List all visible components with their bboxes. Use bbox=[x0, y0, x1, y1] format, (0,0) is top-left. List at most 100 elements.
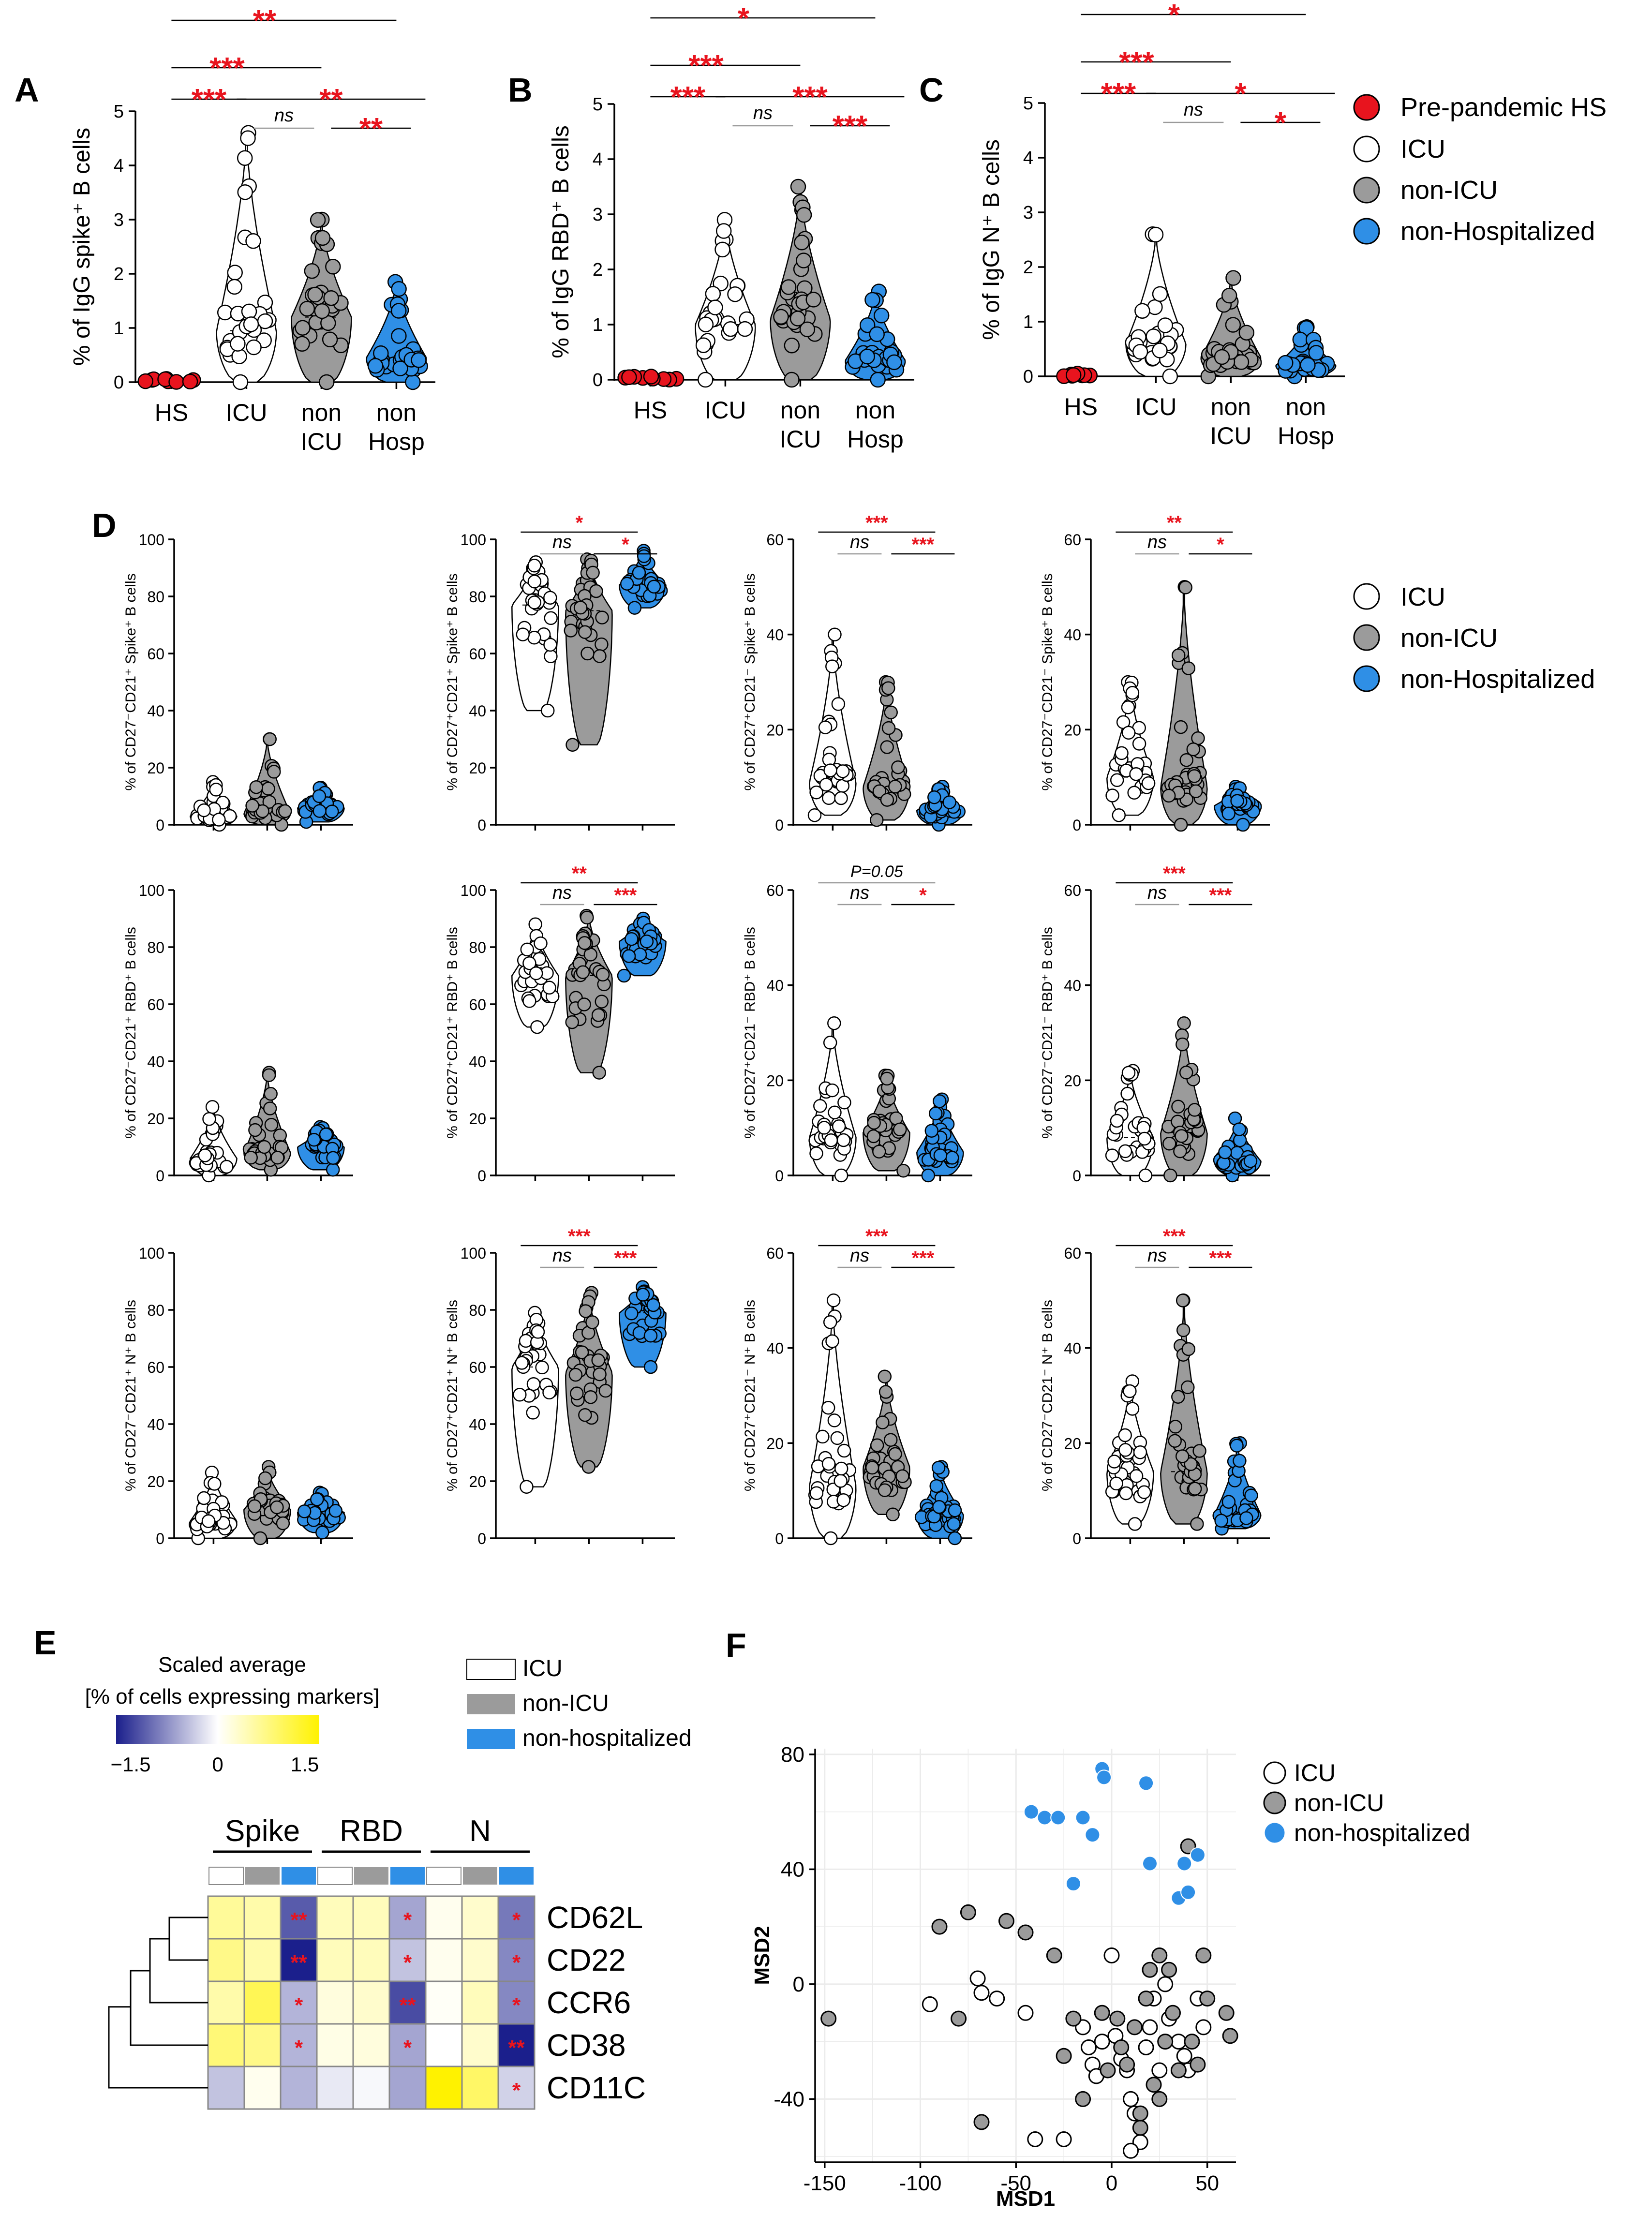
data-point bbox=[325, 804, 339, 818]
data-point bbox=[1162, 1136, 1176, 1151]
y-tick-label: 3 bbox=[593, 205, 603, 225]
heatmap-cell bbox=[316, 1980, 354, 2025]
colorbar-max-label: 1.5 bbox=[291, 1753, 319, 1776]
data-point bbox=[1133, 1445, 1147, 1459]
y-tick-label: 5 bbox=[593, 94, 603, 115]
y-tick-label: 60 bbox=[469, 1359, 486, 1376]
data-point bbox=[578, 936, 592, 950]
column-annotation bbox=[499, 1867, 534, 1885]
data-point bbox=[929, 1479, 943, 1493]
data-point bbox=[872, 784, 887, 799]
y-axis-label: % of IgG spike⁺ B cells bbox=[69, 128, 95, 366]
data-point bbox=[947, 1517, 961, 1531]
data-point bbox=[263, 1101, 277, 1115]
data-point bbox=[580, 646, 595, 661]
data-point bbox=[1214, 349, 1230, 365]
significance-label: *** bbox=[865, 1226, 888, 1247]
heatmap-cell bbox=[280, 2023, 318, 2067]
y-tick-label: 0 bbox=[775, 1167, 784, 1185]
y-tick-label: 60 bbox=[147, 996, 164, 1013]
data-point bbox=[1127, 786, 1141, 800]
data-point bbox=[248, 1123, 262, 1137]
legend-nonicu-marker bbox=[1353, 177, 1380, 204]
data-point bbox=[593, 1367, 607, 1382]
heatmap-cell bbox=[352, 1895, 390, 1940]
data-point bbox=[1118, 1443, 1132, 1457]
data-point bbox=[390, 303, 407, 319]
data-point bbox=[182, 373, 198, 390]
data-point bbox=[544, 649, 558, 664]
colorbar-title-line2: [% of cells expressing markers] bbox=[85, 1685, 380, 1709]
data-point bbox=[519, 1334, 533, 1348]
data-point bbox=[264, 1117, 279, 1132]
data-point bbox=[1171, 1100, 1185, 1114]
significance-label: ns bbox=[552, 532, 572, 552]
panel-D5: 0 20 40 60 80 100 % of CD27⁻CD21⁺ RBD⁺ B cells bbox=[123, 882, 353, 1185]
data-point bbox=[891, 760, 905, 774]
y-tick-label: 4 bbox=[593, 149, 603, 170]
y-tick-label: 20 bbox=[766, 1072, 784, 1089]
data-point bbox=[883, 1433, 898, 1447]
data-point bbox=[633, 947, 647, 962]
data-point bbox=[528, 917, 542, 932]
scatter-point bbox=[1109, 2010, 1126, 2027]
data-point bbox=[589, 584, 603, 598]
scatter-point bbox=[1081, 2039, 1097, 2055]
y-tick-label: 40 bbox=[781, 1857, 804, 1881]
legend-icu-label: ICU bbox=[1400, 134, 1445, 163]
data-point bbox=[1175, 1129, 1189, 1143]
legend-mid: ICU non-ICU non-Hospitalized bbox=[1353, 582, 1595, 694]
significance-label: * bbox=[1217, 534, 1224, 555]
significance-label: P=0.05 bbox=[850, 862, 903, 881]
heatmap-legend-label: non-hospitalized bbox=[522, 1725, 692, 1751]
column-annotation bbox=[208, 1867, 244, 1885]
data-point bbox=[643, 369, 659, 385]
heatmap-cell bbox=[461, 2065, 499, 2110]
y-tick-label: 20 bbox=[147, 759, 164, 777]
scatter-point bbox=[1222, 2028, 1238, 2044]
y-tick-label: 40 bbox=[766, 977, 784, 995]
scatter-point bbox=[973, 1985, 990, 2001]
data-point bbox=[1181, 661, 1196, 675]
data-point bbox=[137, 373, 153, 389]
data-point bbox=[1121, 726, 1136, 740]
data-point bbox=[1065, 367, 1082, 383]
data-point bbox=[809, 785, 823, 800]
y-tick-label: 60 bbox=[147, 645, 164, 663]
data-point bbox=[230, 336, 246, 352]
data-point bbox=[826, 1293, 841, 1308]
significance-label: *** bbox=[614, 1248, 637, 1269]
legend-mid-nonicu-marker bbox=[1353, 624, 1380, 651]
y-tick-label: 20 bbox=[147, 1110, 164, 1128]
heatmap-star: ** bbox=[290, 1951, 307, 1975]
data-point bbox=[391, 328, 407, 344]
colorbar-mid-label: 0 bbox=[212, 1753, 223, 1776]
data-point bbox=[568, 1367, 583, 1382]
data-point bbox=[247, 1499, 262, 1514]
data-point bbox=[837, 1443, 851, 1458]
y-tick-label: 100 bbox=[139, 1245, 164, 1262]
data-point bbox=[535, 1360, 549, 1375]
data-point bbox=[307, 1132, 321, 1147]
y-tick-label: 20 bbox=[1064, 721, 1081, 739]
legend-top: Pre-pandemic HS ICU non-ICU non-Hospital… bbox=[1353, 93, 1607, 246]
data-point bbox=[576, 965, 590, 980]
x-tick-label: 50 bbox=[1195, 2171, 1219, 2195]
legend-mid-icu-marker bbox=[1353, 583, 1380, 610]
scatter-point bbox=[1017, 1924, 1034, 1941]
x-tick-label: 0 bbox=[1106, 2171, 1117, 2195]
heatmap-cell bbox=[425, 1980, 463, 2025]
heatmap-cell bbox=[280, 1980, 318, 2025]
x-tick-label: ICU bbox=[1135, 393, 1176, 420]
y-tick-label: 60 bbox=[766, 531, 784, 549]
heatmap-cell bbox=[316, 1938, 354, 1982]
significance-label: ns bbox=[1147, 883, 1167, 903]
significance-label: * bbox=[1168, 0, 1180, 32]
heatmap-cell bbox=[243, 1895, 282, 1940]
data-point bbox=[737, 321, 753, 337]
data-point bbox=[326, 1151, 340, 1165]
data-point bbox=[1184, 1457, 1198, 1471]
y-tick-label: 0 bbox=[1072, 1167, 1081, 1185]
data-point bbox=[530, 1020, 544, 1034]
